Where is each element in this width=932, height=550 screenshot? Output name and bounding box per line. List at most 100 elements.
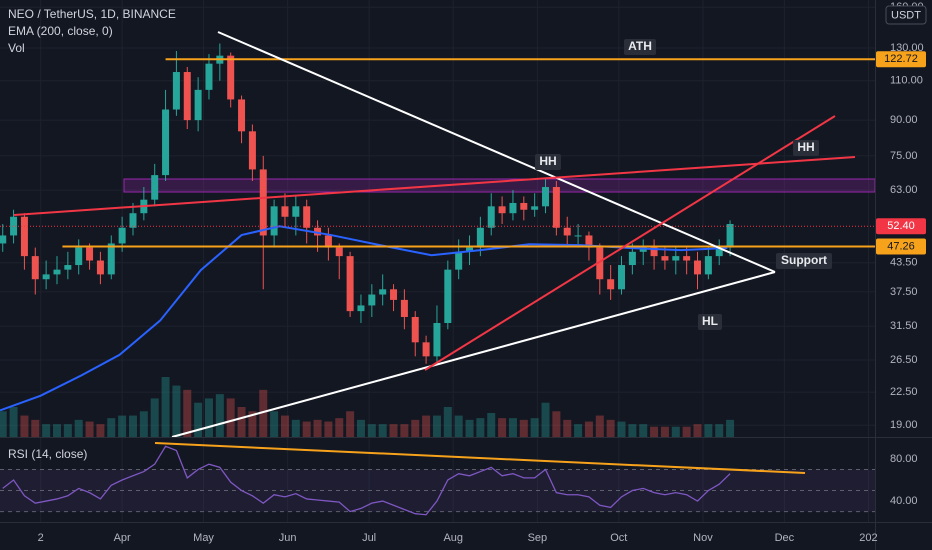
candle-body (400, 299, 408, 317)
candle-body (574, 235, 582, 237)
candle-body (96, 260, 104, 275)
volume-bar (574, 424, 583, 437)
annotation-text: Support (781, 253, 827, 267)
candle-body (661, 256, 669, 261)
candle-body (607, 279, 615, 290)
volume-bar (726, 419, 735, 437)
candle-body (270, 206, 278, 236)
volume-bar (650, 426, 659, 437)
candle-body (292, 206, 300, 217)
annotation: ATH (624, 39, 656, 55)
candles (0, 43, 734, 364)
candle-body (444, 269, 452, 324)
chart-title: NEO / TetherUS, 1D, BINANCE (8, 7, 176, 21)
candle-body (520, 202, 528, 210)
volume-bar (530, 418, 539, 437)
candle-body (411, 316, 419, 343)
candle-body (639, 247, 647, 252)
volume-bar (476, 418, 485, 437)
y-tick-label: 63.00 (890, 184, 918, 196)
annotation-text: ATH (628, 39, 652, 53)
y-tick-label: 26.50 (890, 354, 918, 366)
volume-bar (150, 398, 159, 437)
annotation-text: HL (702, 314, 718, 328)
y-tick-label: 40.00 (890, 495, 918, 507)
trendline (171, 271, 776, 438)
volume-bar (682, 426, 691, 437)
grid (0, 0, 875, 522)
candle-body (390, 289, 398, 300)
candle-body (129, 213, 137, 228)
volume-bar (356, 419, 365, 437)
candle-body (314, 227, 322, 236)
volume-bar (107, 418, 116, 437)
candle-body (172, 72, 180, 110)
candle-body (64, 265, 72, 270)
candle-body (672, 256, 680, 261)
volume-bar (313, 419, 322, 437)
candle-body (162, 109, 170, 176)
candle-body (53, 269, 61, 275)
y-tick-label: 31.50 (890, 320, 918, 332)
volume-bar (346, 411, 355, 437)
volume-bar (226, 398, 235, 437)
volume-bar (465, 419, 474, 437)
candle-body (596, 247, 604, 280)
trendline (13, 156, 856, 216)
volume-bar (139, 411, 148, 437)
candle-body (476, 227, 484, 248)
volume-bar (63, 424, 72, 437)
price-label: 52.40 (887, 220, 915, 232)
volume-bar (487, 413, 496, 437)
candle-body (20, 216, 28, 257)
price-label-box (876, 218, 926, 235)
volume-bar (617, 421, 626, 437)
candle-body (335, 247, 343, 257)
volume-bar (693, 424, 702, 437)
annotation-text: HH (797, 140, 814, 154)
unit-label[interactable]: USDT (891, 9, 921, 21)
volume-bar (400, 424, 409, 437)
y-tick-label: 22.50 (890, 386, 918, 398)
volume-bar (411, 419, 420, 437)
price-label-box (876, 238, 926, 255)
volume-bar (85, 421, 94, 437)
volume-bar (74, 419, 83, 437)
price-label-box (876, 51, 926, 68)
volume (0, 377, 735, 437)
volume-bar (519, 419, 528, 437)
y-tick-label: 90.00 (890, 114, 918, 126)
volume-bar (128, 415, 137, 437)
volume-bar (595, 415, 604, 437)
trendline (217, 31, 776, 273)
unit-box[interactable] (885, 5, 927, 25)
x-tick-label: Oct (610, 532, 627, 544)
candle-body (357, 305, 365, 312)
candle-body (683, 256, 691, 261)
volume-bar (291, 419, 300, 437)
candle-body (0, 235, 7, 244)
candle-body (303, 206, 311, 228)
volume-bar (20, 415, 29, 437)
volume-bar (270, 411, 279, 437)
candle-body (238, 99, 246, 132)
x-tick-label: Nov (693, 532, 713, 544)
volume-bar (96, 424, 105, 437)
candle-body (628, 251, 636, 266)
volume-bar (302, 421, 311, 437)
volume-bar (324, 421, 333, 437)
volume-bar (237, 407, 246, 437)
candle-body (205, 63, 213, 90)
candle-body (107, 243, 115, 275)
trendline (424, 115, 836, 371)
volume-bar (584, 421, 593, 437)
volume-bar (52, 424, 61, 437)
candle-body (726, 224, 734, 248)
candle-body (531, 206, 539, 210)
annotation: Support (776, 253, 832, 269)
candle-body (10, 216, 18, 236)
candle-body (248, 131, 256, 170)
candle-body (422, 342, 430, 357)
rsi-line (2, 445, 731, 516)
candle-body (42, 274, 50, 280)
